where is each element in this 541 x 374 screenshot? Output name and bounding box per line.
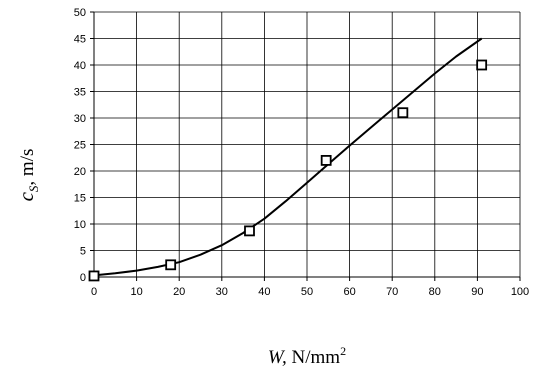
y-tick-label: 25 — [74, 140, 86, 152]
data-point — [397, 107, 409, 119]
y-tick-label: 40 — [74, 60, 86, 72]
y-tick-label: 45 — [74, 34, 86, 46]
x-axis-title: W, N/mm2 — [268, 344, 346, 368]
x-tick-label: 100 — [511, 286, 529, 298]
x-tick-label: 40 — [258, 286, 270, 298]
y-tick-label: 5 — [80, 246, 86, 258]
x-tick-label: 70 — [386, 286, 398, 298]
y-tick-labels: 0 5 10 15 20 25 30 35 40 45 50 — [74, 7, 86, 284]
y-tick-label: 20 — [74, 166, 86, 178]
x-tick-label: 20 — [173, 286, 185, 298]
grid — [93, 11, 521, 278]
data-point — [88, 270, 100, 282]
x-tick-label: 0 — [91, 286, 97, 298]
y-tick-label: 35 — [74, 87, 86, 99]
fit-curve — [93, 37, 483, 277]
y-tick-label: 10 — [74, 219, 86, 231]
data-point — [476, 59, 488, 71]
y-axis-title: cS, m/s — [14, 149, 41, 202]
x-tick-label: 50 — [301, 286, 313, 298]
y-tick-label: 30 — [74, 113, 86, 125]
fit-curve-line — [93, 37, 483, 277]
x-tick-label: 10 — [130, 286, 142, 298]
x-tick-label: 60 — [343, 286, 355, 298]
y-tick-label: 0 — [80, 272, 86, 284]
y-tick-label: 50 — [74, 7, 86, 19]
data-point — [320, 154, 332, 166]
x-tick-label: 30 — [216, 286, 228, 298]
x-tick-label: 80 — [429, 286, 441, 298]
x-tick-labels: 0 10 20 30 40 50 60 70 80 90 100 — [91, 286, 529, 298]
data-point — [244, 225, 255, 237]
data-points — [88, 59, 488, 282]
x-tick-label: 90 — [471, 286, 483, 298]
axes — [90, 11, 521, 281]
data-point — [165, 259, 177, 271]
y-tick-label: 15 — [74, 193, 86, 205]
